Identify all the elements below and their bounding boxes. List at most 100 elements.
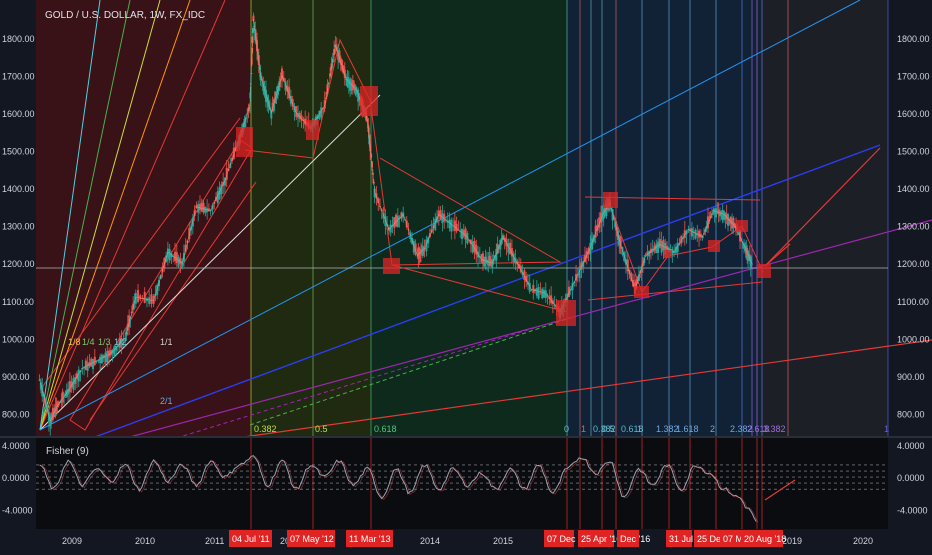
x-tick-label: 2011 bbox=[205, 536, 224, 546]
candle-body bbox=[589, 242, 592, 255]
fib-label: 1 bbox=[581, 424, 586, 434]
time-marker-bg bbox=[544, 530, 574, 547]
candle-body bbox=[216, 191, 219, 204]
time-marker-label: 25 Apr '16 bbox=[581, 534, 621, 544]
candle-body bbox=[512, 253, 515, 262]
chart-title: GOLD / U.S. DOLLAR, 1W, FX_IDC bbox=[45, 10, 205, 21]
candle-body bbox=[603, 208, 606, 218]
fan-labels: 1/8 1/4 1/3 1/2 1/1 2/1 bbox=[68, 337, 173, 406]
candle-body bbox=[204, 206, 207, 214]
candle-body bbox=[109, 350, 112, 356]
fisher-line bbox=[39, 455, 757, 522]
candle-body bbox=[181, 261, 184, 267]
candle-body bbox=[412, 241, 415, 253]
time-marker-label: 04 Jul '11 bbox=[232, 534, 270, 544]
fib-label: 0.5 bbox=[315, 424, 328, 434]
time-marker-bg bbox=[666, 530, 692, 547]
candle-body bbox=[600, 212, 603, 223]
candle-body bbox=[598, 217, 601, 228]
candle-body bbox=[337, 50, 340, 60]
candle-body bbox=[137, 290, 140, 302]
price-line bbox=[39, 18, 753, 422]
candle-body bbox=[491, 260, 494, 269]
candle-body bbox=[499, 239, 502, 250]
time-marker-label: 07 Dec bbox=[547, 534, 576, 544]
candle-body bbox=[618, 235, 621, 246]
candle-body bbox=[353, 83, 356, 90]
y-tick-label: 800.00 bbox=[897, 409, 925, 419]
y-tick-label: 1500.00 bbox=[897, 147, 930, 157]
candle-body bbox=[480, 254, 483, 263]
candle-body bbox=[495, 248, 498, 261]
candle-body bbox=[485, 259, 488, 264]
candle-body bbox=[395, 214, 398, 227]
y-tick-label: 1800.00 bbox=[2, 34, 35, 44]
projection-arrow-2 bbox=[764, 243, 791, 267]
candle-body bbox=[139, 295, 142, 300]
candle-body bbox=[674, 246, 677, 254]
marker bbox=[236, 127, 253, 157]
candle-body bbox=[168, 249, 171, 261]
candle-body bbox=[721, 210, 724, 221]
candle-body bbox=[77, 369, 80, 382]
trend-purple-dash bbox=[169, 319, 561, 441]
candle-body bbox=[749, 256, 752, 268]
candle-body bbox=[483, 256, 486, 267]
candle-body bbox=[389, 224, 392, 233]
candle-body bbox=[150, 294, 153, 304]
fib-label: 2.382 bbox=[730, 424, 753, 434]
candle-body bbox=[349, 78, 352, 91]
fib-label: 1.382 bbox=[656, 424, 679, 434]
fisher-tick-label: 4.0000 bbox=[2, 441, 30, 451]
candle-body bbox=[102, 355, 105, 359]
candle-body bbox=[683, 230, 686, 238]
y-tick-label: 1600.00 bbox=[897, 109, 930, 119]
candle-body bbox=[172, 256, 175, 258]
time-marker-label: 07 Mar bbox=[723, 534, 751, 544]
candle-body bbox=[713, 209, 716, 215]
trend-green-dash bbox=[249, 317, 571, 426]
candle-body bbox=[347, 78, 350, 88]
time-markers[interactable]: 04 Jul '11 07 May '12 11 Mar '13 07 Dec 25 A… bbox=[229, 530, 786, 547]
candle-body bbox=[202, 202, 205, 213]
candle-body bbox=[122, 340, 125, 342]
candle-body bbox=[207, 208, 210, 212]
candle-body bbox=[75, 373, 78, 379]
time-marker-label: 07 May '12 bbox=[290, 534, 334, 544]
candle-body bbox=[104, 352, 107, 363]
fan-label: 1/4 bbox=[82, 337, 95, 347]
candle-body bbox=[93, 356, 96, 365]
price-axis-right[interactable]: 1800.00 1700.00 1600.00 1500.00 1400.00 1300.… bbox=[897, 34, 930, 420]
candle-body bbox=[580, 262, 583, 270]
y-tick-label: 1000.00 bbox=[2, 334, 35, 344]
y-tick-label: 1200.00 bbox=[897, 259, 930, 269]
candle-body bbox=[195, 205, 198, 208]
zone-olive bbox=[251, 0, 371, 436]
candle-body bbox=[341, 60, 344, 71]
fisher-axis-left[interactable]: 4.0000 0.0000 -4.0000 bbox=[2, 441, 33, 515]
candle-body bbox=[541, 288, 544, 299]
time-marker-bg bbox=[229, 530, 272, 547]
fisher-axis-right[interactable]: 4.0000 0.0000 -4.0000 bbox=[897, 441, 928, 515]
candle-body bbox=[528, 282, 531, 292]
price-axis-left[interactable]: 1800.00 1700.00 1600.00 1500.00 1400.00 1300.… bbox=[2, 34, 35, 420]
fan-6 bbox=[39, 94, 381, 431]
candle-body bbox=[462, 230, 465, 237]
candle-body bbox=[653, 245, 656, 251]
fib-label: 1.618 bbox=[676, 424, 699, 434]
marker bbox=[757, 264, 771, 278]
candle-body bbox=[143, 291, 146, 304]
fib-label: 0 bbox=[564, 424, 569, 434]
candle-body bbox=[373, 188, 376, 198]
zone-dark-red bbox=[36, 0, 251, 436]
candle-body bbox=[680, 236, 683, 244]
marker bbox=[708, 240, 720, 252]
fan-label: 1/2 bbox=[114, 337, 127, 347]
candle-body bbox=[505, 238, 508, 247]
candle-body bbox=[320, 107, 323, 118]
candle-body bbox=[197, 204, 200, 213]
candle-body bbox=[115, 345, 118, 351]
fisher-tick-label: 4.0000 bbox=[897, 441, 925, 451]
candle-body bbox=[108, 350, 111, 357]
